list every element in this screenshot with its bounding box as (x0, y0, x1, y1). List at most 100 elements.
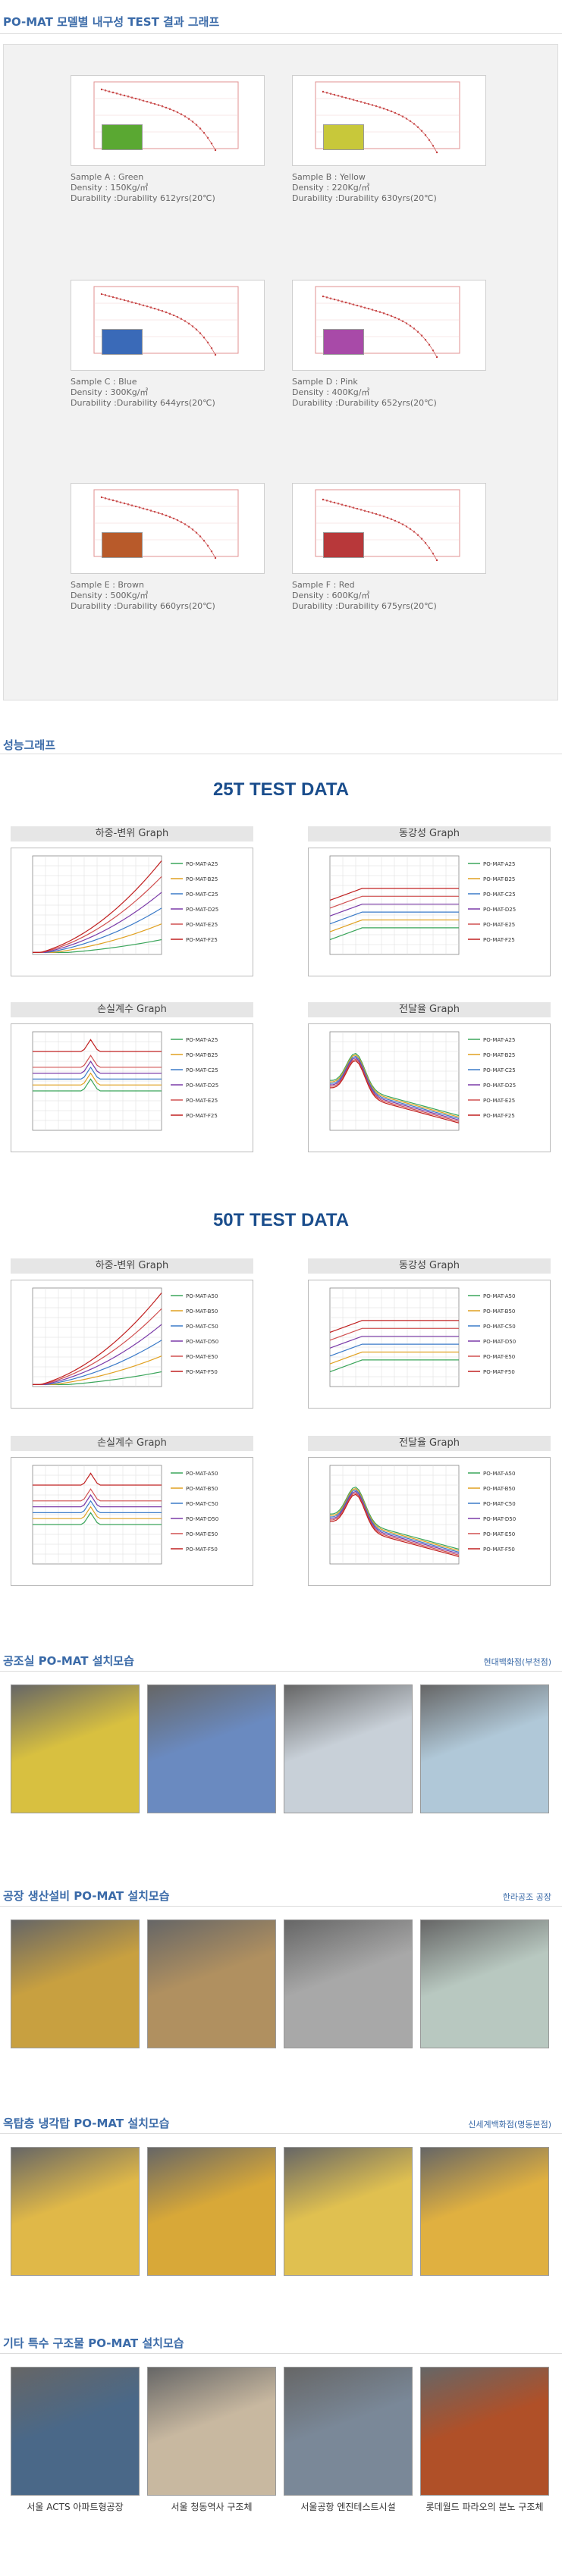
sample-density: Density : 500Kg/㎥ (71, 591, 149, 600)
divider (0, 1671, 562, 1672)
graph-title: 하중-변위 Graph (11, 1258, 253, 1274)
install-photo (11, 2147, 140, 2276)
series-line (33, 1308, 162, 1385)
durability-panel: Sample A : Green Density : 150Kg/㎥ Durabil… (3, 44, 558, 700)
legend-label: PO-MAT-F25 (186, 1113, 218, 1119)
legend-label: PO-MAT-D25 (186, 1083, 218, 1089)
series-line (329, 1343, 459, 1357)
divider (0, 2353, 562, 2354)
sample-info: Sample D : Pink Density : 400Kg/㎥ Durabili… (292, 377, 486, 409)
sample-name: Sample A : Green (71, 172, 144, 182)
install-photo (420, 2367, 549, 2496)
install-photo (420, 2147, 549, 2276)
sample-card: Sample B : Yellow Density : 220Kg/㎥ Durabi… (292, 75, 486, 204)
graph-box: PO-MAT-A25 PO-MAT-B25 PO-MAT-C25 PO-MAT-D25… (11, 848, 253, 976)
series-line (33, 1340, 162, 1385)
sample-swatch (102, 124, 143, 150)
install-photo (147, 1684, 276, 1813)
legend-label: PO-MAT-C25 (186, 892, 218, 898)
legend-label: PO-MAT-B50 (186, 1486, 218, 1492)
sample-swatch (323, 532, 364, 558)
graph-title: 동강성 Graph (308, 1258, 551, 1274)
sample-card: Sample E : Brown Density : 500Kg/㎥ Durabil… (71, 483, 265, 612)
legend-label: PO-MAT-E25 (483, 922, 515, 928)
graph-plot: PO-MAT-A25 PO-MAT-B25 PO-MAT-C25 PO-MAT-D25… (329, 1031, 516, 1131)
install-photo (284, 1684, 413, 1813)
durability-chart (292, 75, 486, 166)
sample-card: Sample D : Pink Density : 400Kg/㎥ Durabili… (292, 280, 486, 409)
sample-swatch (102, 329, 143, 355)
sample-swatch (102, 532, 143, 558)
durability-plot (315, 489, 460, 562)
legend-label: PO-MAT-A50 (483, 1471, 515, 1477)
series-line (33, 1078, 162, 1092)
legend-label: PO-MAT-E25 (186, 1098, 218, 1104)
graph-plot: PO-MAT-A25 PO-MAT-B25 PO-MAT-C25 PO-MAT-D25… (32, 855, 218, 955)
durability-chart (292, 280, 486, 371)
legend-label: PO-MAT-F25 (186, 937, 218, 943)
series-line (33, 1472, 162, 1486)
legend-label: PO-MAT-F25 (483, 1113, 515, 1119)
sample-card: Sample C : Blue Density : 300Kg/㎥ Durabili… (71, 280, 265, 409)
series-line (33, 1493, 162, 1508)
photo-caption: 서울 청동역사 구조체 (171, 2502, 253, 2512)
series-line (329, 1057, 460, 1120)
legend-label: PO-MAT-D50 (186, 1339, 218, 1345)
legend-label: PO-MAT-F50 (483, 1369, 515, 1375)
legend-label: PO-MAT-E25 (186, 922, 218, 928)
legend-label: PO-MAT-B25 (186, 1052, 218, 1058)
series-line (33, 876, 162, 953)
legend-label: PO-MAT-A25 (186, 1037, 218, 1043)
install-photo (284, 2147, 413, 2276)
series-line (33, 1066, 162, 1080)
graph-title: 손실계수 Graph (11, 1436, 253, 1451)
graph-plot: PO-MAT-A50 PO-MAT-B50 PO-MAT-C50 PO-MAT-D50… (32, 1465, 218, 1565)
series-line (33, 1500, 162, 1514)
series-line (33, 1060, 162, 1074)
series-line (329, 1058, 460, 1122)
install-photo (420, 1919, 549, 2048)
series-line (33, 1506, 162, 1519)
series-line (329, 1486, 460, 1550)
legend-label: PO-MAT-D25 (483, 1083, 516, 1089)
legend-label: PO-MAT-B50 (186, 1308, 218, 1315)
series-line (329, 1351, 459, 1365)
install-title: 공장 생산설비 PO-MAT 설치모습 (3, 1889, 170, 1903)
test50-title: 50T TEST DATA (212, 1210, 350, 1230)
graph-box: PO-MAT-A50 PO-MAT-B50 PO-MAT-C50 PO-MAT-D50… (308, 1457, 551, 1586)
sample-info: Sample F : Red Density : 600Kg/㎥ Durabilit… (292, 580, 486, 612)
series-line (329, 1493, 460, 1557)
legend-label: PO-MAT-D50 (483, 1516, 516, 1522)
graph-box: PO-MAT-A25 PO-MAT-B25 PO-MAT-C25 PO-MAT-D25… (308, 848, 551, 976)
durability-chart (71, 75, 265, 166)
section-title-durability: PO-MAT 모델별 내구성 TEST 결과 그래프 (3, 15, 220, 29)
series-line (329, 1359, 459, 1373)
sample-name: Sample F : Red (292, 580, 355, 590)
install-photo (11, 1684, 140, 1813)
durability-plot (315, 286, 460, 359)
durability-chart (71, 280, 265, 371)
legend-label: PO-MAT-D50 (186, 1516, 218, 1522)
sample-info: Sample B : Yellow Density : 220Kg/㎥ Durabi… (292, 172, 486, 204)
series-line (329, 1487, 460, 1552)
install-photo (420, 1684, 549, 1813)
divider (0, 2133, 562, 2134)
legend-label: PO-MAT-A25 (186, 861, 218, 867)
sample-density: Density : 600Kg/㎥ (292, 591, 370, 600)
photo-caption: 롯데월드 파라오의 분노 구조체 (425, 2502, 544, 2512)
graph-title: 전달율 Graph (308, 1002, 551, 1017)
series-line (329, 919, 459, 932)
durability-plot (93, 286, 239, 356)
legend-label: PO-MAT-A50 (186, 1471, 218, 1477)
legend-label: PO-MAT-A50 (186, 1293, 218, 1299)
graph-box: PO-MAT-A50 PO-MAT-B50 PO-MAT-C50 PO-MAT-D50… (11, 1457, 253, 1586)
legend-label: PO-MAT-F50 (186, 1547, 218, 1553)
legend-label: PO-MAT-F25 (483, 937, 515, 943)
sample-info: Sample E : Brown Density : 500Kg/㎥ Durabil… (71, 580, 265, 612)
sample-name: Sample B : Yellow (292, 172, 366, 182)
durability-plot (93, 81, 239, 152)
graph-box: PO-MAT-A25 PO-MAT-B25 PO-MAT-C25 PO-MAT-D25… (308, 1023, 551, 1152)
durability-chart (292, 483, 486, 574)
series-line (329, 1492, 460, 1556)
sample-name: Sample E : Brown (71, 580, 144, 590)
